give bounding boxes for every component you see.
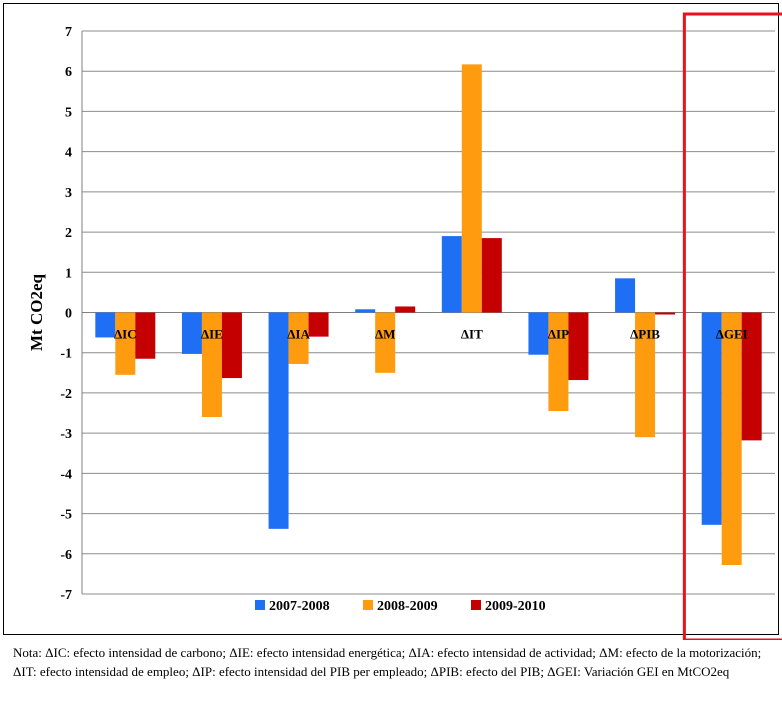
bar-2009-2010-ΔM [395, 306, 416, 313]
bar-2009-2010-ΔIE [221, 312, 242, 379]
bar-2009-2010-ΔPIB [655, 312, 676, 315]
y-tick-label: -1 [60, 347, 72, 362]
y-tick-label: -5 [60, 508, 72, 523]
y-tick-label: 0 [65, 307, 72, 322]
bar-2007-2008-ΔPIB [615, 278, 636, 313]
category-label: ΔIA [287, 327, 310, 342]
bar-2007-2008-ΔIT [441, 236, 462, 313]
bar-2007-2008-ΔGEI [701, 312, 722, 525]
y-tick-label: -6 [60, 548, 72, 563]
category-label: ΔIC [114, 327, 137, 342]
bar-2007-2008-ΔM [355, 309, 376, 313]
y-tick-label: 5 [65, 105, 72, 120]
chart-frame [3, 3, 779, 635]
legend-label: 2007-2008 [269, 599, 330, 614]
y-axis-label: Mt CO2eq [27, 273, 46, 351]
bar-2007-2008-ΔIA [268, 312, 289, 529]
category-label: ΔIT [461, 327, 483, 342]
category-label: ΔGEI [716, 327, 748, 342]
bar-2009-2010-ΔIT [481, 238, 502, 313]
legend-label: 2009-2010 [485, 599, 546, 614]
y-tick-label: 3 [65, 186, 72, 201]
y-tick-label: 2 [65, 226, 72, 241]
legend-swatch-2008-2009 [363, 600, 373, 610]
y-tick-label: -4 [60, 467, 72, 482]
category-label: ΔIP [548, 327, 569, 342]
bar-2009-2010-ΔIP [568, 312, 589, 381]
bar-2008-2009-ΔIA [288, 312, 309, 364]
legend-label: 2008-2009 [377, 599, 438, 614]
y-tick-label: -2 [60, 387, 72, 402]
bar-2007-2008-ΔIE [181, 312, 202, 354]
y-tick-label: 4 [65, 146, 72, 161]
y-tick-label: 6 [65, 65, 72, 80]
bar-2009-2010-ΔIA [308, 312, 329, 337]
bar-2008-2009-ΔGEI [721, 312, 742, 566]
bar-2008-2009-ΔIC [115, 312, 136, 375]
bar-chart: -7 -6 -5 -4 -3 -2 -1 0 1 2 3 4 5 6 7 Mt CO2eq ΔIC ΔIE ΔIA Δ… [27, 12, 782, 640]
highlight-box [682, 12, 782, 640]
category-label: ΔPIB [630, 327, 660, 342]
legend-swatch-2009-2010 [471, 600, 481, 610]
category-label: ΔM [375, 327, 395, 342]
category-label: ΔIE [201, 327, 223, 342]
y-tick-label: 1 [65, 266, 72, 281]
legend-swatch-2007-2008 [255, 600, 265, 610]
bar-2008-2009-ΔIP [548, 312, 569, 412]
y-tick-label: 7 [65, 25, 72, 40]
bar-2008-2009-ΔM [375, 312, 396, 373]
bar-2008-2009-ΔPIB [635, 312, 656, 438]
bar-2007-2008-ΔIC [95, 312, 116, 338]
bar-2008-2009-ΔIE [201, 312, 222, 418]
y-tick-label: -7 [60, 588, 72, 603]
bar-2008-2009-ΔIT [461, 64, 482, 313]
y-tick-label: -3 [60, 427, 72, 442]
bar-2009-2010-ΔIC [135, 312, 156, 359]
chart-note: Nota: ΔIC: efecto intensidad de carbono;… [13, 645, 762, 679]
bar-2009-2010-ΔGEI [741, 312, 762, 441]
bar-2007-2008-ΔIP [528, 312, 549, 355]
